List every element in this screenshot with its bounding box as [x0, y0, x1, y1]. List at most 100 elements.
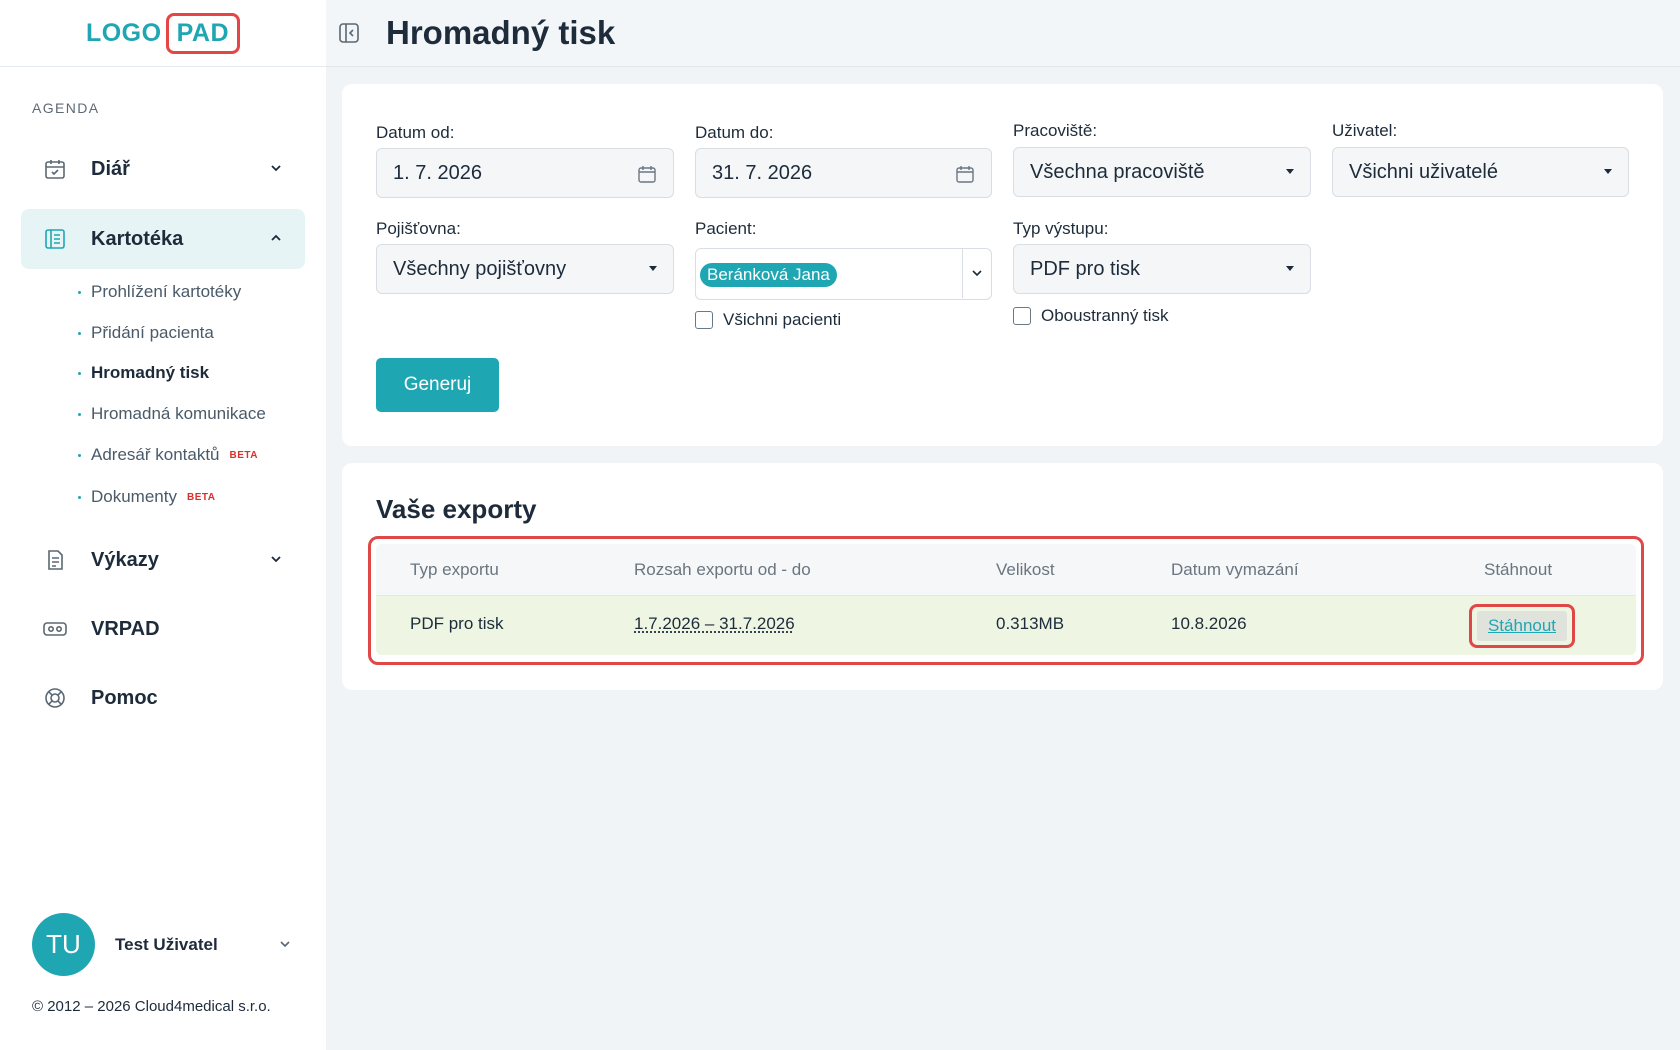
- date-from-label: Datum od:: [376, 123, 455, 142]
- sidebar-item-label: VRPAD: [91, 617, 160, 640]
- dropdown-caret-icon: [1286, 266, 1294, 271]
- output-type-select[interactable]: PDF pro tisk: [1013, 244, 1311, 294]
- sidebar-item-label: Výkazy: [91, 548, 159, 571]
- subitem-label: Hromadný tisk: [91, 363, 210, 382]
- beta-badge: BETA: [229, 449, 258, 461]
- exports-title: Vaše exporty: [376, 494, 537, 524]
- beta-badge: BETA: [186, 491, 216, 503]
- sidebar-item-kartoteka[interactable]: Kartotéka: [21, 209, 305, 269]
- logo[interactable]: LOGO PAD: [85, 12, 241, 54]
- logo-bar: LOGO PAD: [0, 0, 326, 67]
- insurance-label: Pojišťovna:: [376, 219, 461, 238]
- sidebar-subitem-adresar[interactable]: Adresář kontaktů BETA: [78, 445, 258, 465]
- topbar: Hromadný tisk: [326, 0, 1680, 67]
- subitem-label: Prohlížení kartotéky: [91, 282, 242, 301]
- sidebar-item-label: Kartotéka: [91, 227, 184, 250]
- date-to-field[interactable]: 31. 7. 2026: [695, 148, 992, 198]
- cell-type: PDF pro tisk: [410, 614, 504, 633]
- bullet-icon: [78, 371, 81, 375]
- chevron-down-icon: [269, 161, 283, 180]
- table-highlight-frame: [368, 536, 1644, 665]
- sidebar-item-vykazy[interactable]: Výkazy: [21, 530, 305, 590]
- bullet-icon: [78, 290, 81, 294]
- sidebar-item-pomoc[interactable]: Pomoc: [21, 668, 305, 728]
- cell-size: 0.313MB: [996, 614, 1065, 633]
- table-header: Typ exportu Rozsah exportu od - do Velik…: [376, 544, 1636, 596]
- section-label-agenda: AGENDA: [32, 100, 100, 116]
- sidebar-subitem-pridani[interactable]: Přidání pacienta: [78, 323, 214, 343]
- chevron-down-icon[interactable]: [970, 266, 984, 285]
- output-type-value: PDF pro tisk: [1030, 257, 1141, 280]
- bullet-icon: [78, 331, 81, 335]
- logo-text-2: PAD: [165, 12, 241, 54]
- column-header: Stáhnout: [1484, 560, 1553, 579]
- download-link[interactable]: Stáhnout: [1477, 611, 1567, 641]
- exports-table: Typ exportu Rozsah exportu od - do Velik…: [376, 544, 1636, 655]
- patient-tag[interactable]: Beránková Jana: [700, 263, 837, 287]
- sidebar-item-label: Diář: [91, 157, 130, 180]
- checkbox-box[interactable]: [1013, 307, 1031, 325]
- workplace-value: Všechna pracoviště: [1030, 160, 1205, 183]
- lifebuoy-icon: [41, 684, 69, 712]
- column-header: Datum vymazání: [1171, 560, 1299, 579]
- cell-range: 1.7.2026 – 31.7.2026: [634, 614, 795, 633]
- subitem-label: Dokumenty: [91, 487, 177, 506]
- date-to-value: 31. 7. 2026: [712, 161, 813, 184]
- dropdown-caret-icon: [1604, 169, 1612, 174]
- bullet-icon: [78, 453, 81, 457]
- sidebar-subitem-komunikace[interactable]: Hromadná komunikace: [78, 404, 266, 424]
- insurance-select[interactable]: Všechny pojišťovny: [376, 244, 674, 294]
- sidebar-item-label: Pomoc: [91, 686, 158, 709]
- duplex-label: Oboustranný tisk: [1041, 306, 1169, 325]
- insurance-value: Všechny pojišťovny: [393, 257, 567, 280]
- bullet-icon: [78, 412, 81, 416]
- sidebar-subitem-hromadny-tisk[interactable]: Hromadný tisk: [78, 363, 209, 383]
- folder-list-icon: [41, 225, 69, 253]
- sidebar-item-diar[interactable]: Diář: [21, 139, 305, 199]
- duplex-checkbox[interactable]: Oboustranný tisk: [1013, 306, 1169, 326]
- download-highlight-frame: [1469, 604, 1575, 648]
- user-select[interactable]: Všichni uživatelé: [1332, 147, 1629, 197]
- dropdown-caret-icon: [1286, 169, 1294, 174]
- calendar-icon[interactable]: [955, 164, 975, 190]
- subitem-label: Hromadná komunikace: [91, 404, 266, 423]
- page-title: Hromadný tisk: [386, 14, 616, 51]
- cell-delete-date: 10.8.2026: [1171, 614, 1247, 633]
- subitem-label: Přidání pacienta: [91, 323, 214, 342]
- column-header: Velikost: [996, 560, 1055, 579]
- column-header: Typ exportu: [410, 560, 499, 579]
- user-name: Test Uživatel: [115, 934, 218, 954]
- dropdown-caret-icon: [649, 266, 657, 271]
- sidebar-subitem-dokumenty[interactable]: Dokumenty BETA: [78, 487, 215, 507]
- vr-headset-icon: [41, 615, 69, 643]
- divider: [962, 249, 963, 298]
- report-icon: [41, 546, 69, 574]
- all-patients-checkbox[interactable]: Všichni pacienti: [695, 310, 841, 330]
- user-value: Všichni uživatelé: [1349, 160, 1498, 183]
- generate-button[interactable]: Generuj: [376, 358, 499, 412]
- logo-text-1: LOGO: [85, 18, 162, 47]
- bullet-icon: [78, 495, 81, 499]
- output-type-label: Typ výstupu:: [1013, 219, 1109, 238]
- workplace-label: Pracoviště:: [1013, 121, 1098, 140]
- sidebar-collapse-icon[interactable]: [336, 20, 362, 46]
- patient-label: Pacient:: [695, 219, 757, 238]
- date-to-label: Datum do:: [695, 123, 774, 142]
- avatar: TU: [32, 913, 95, 976]
- sidebar: LOGO PAD AGENDA Diář Kartotéka Prohlížen…: [0, 0, 326, 1050]
- column-header: Rozsah exportu od - do: [634, 560, 811, 579]
- copyright: © 2012 – 2026 Cloud4medical s.r.o.: [32, 998, 271, 1015]
- subitem-label: Adresář kontaktů: [91, 445, 220, 464]
- sidebar-item-vrpad[interactable]: VRPAD: [21, 599, 305, 659]
- sidebar-subitem-prohlizeni[interactable]: Prohlížení kartotéky: [78, 282, 241, 302]
- user-menu[interactable]: TU Test Uživatel: [32, 913, 292, 976]
- chevron-up-icon: [269, 231, 283, 250]
- calendar-icon[interactable]: [637, 164, 657, 190]
- date-from-field[interactable]: 1. 7. 2026: [376, 148, 674, 198]
- chevron-down-icon: [278, 937, 292, 956]
- user-label: Uživatel:: [1332, 121, 1398, 140]
- checkbox-box[interactable]: [695, 311, 713, 329]
- calendar-check-icon: [41, 155, 69, 183]
- workplace-select[interactable]: Všechna pracoviště: [1013, 147, 1311, 197]
- patient-multiselect[interactable]: Beránková Jana: [695, 248, 992, 300]
